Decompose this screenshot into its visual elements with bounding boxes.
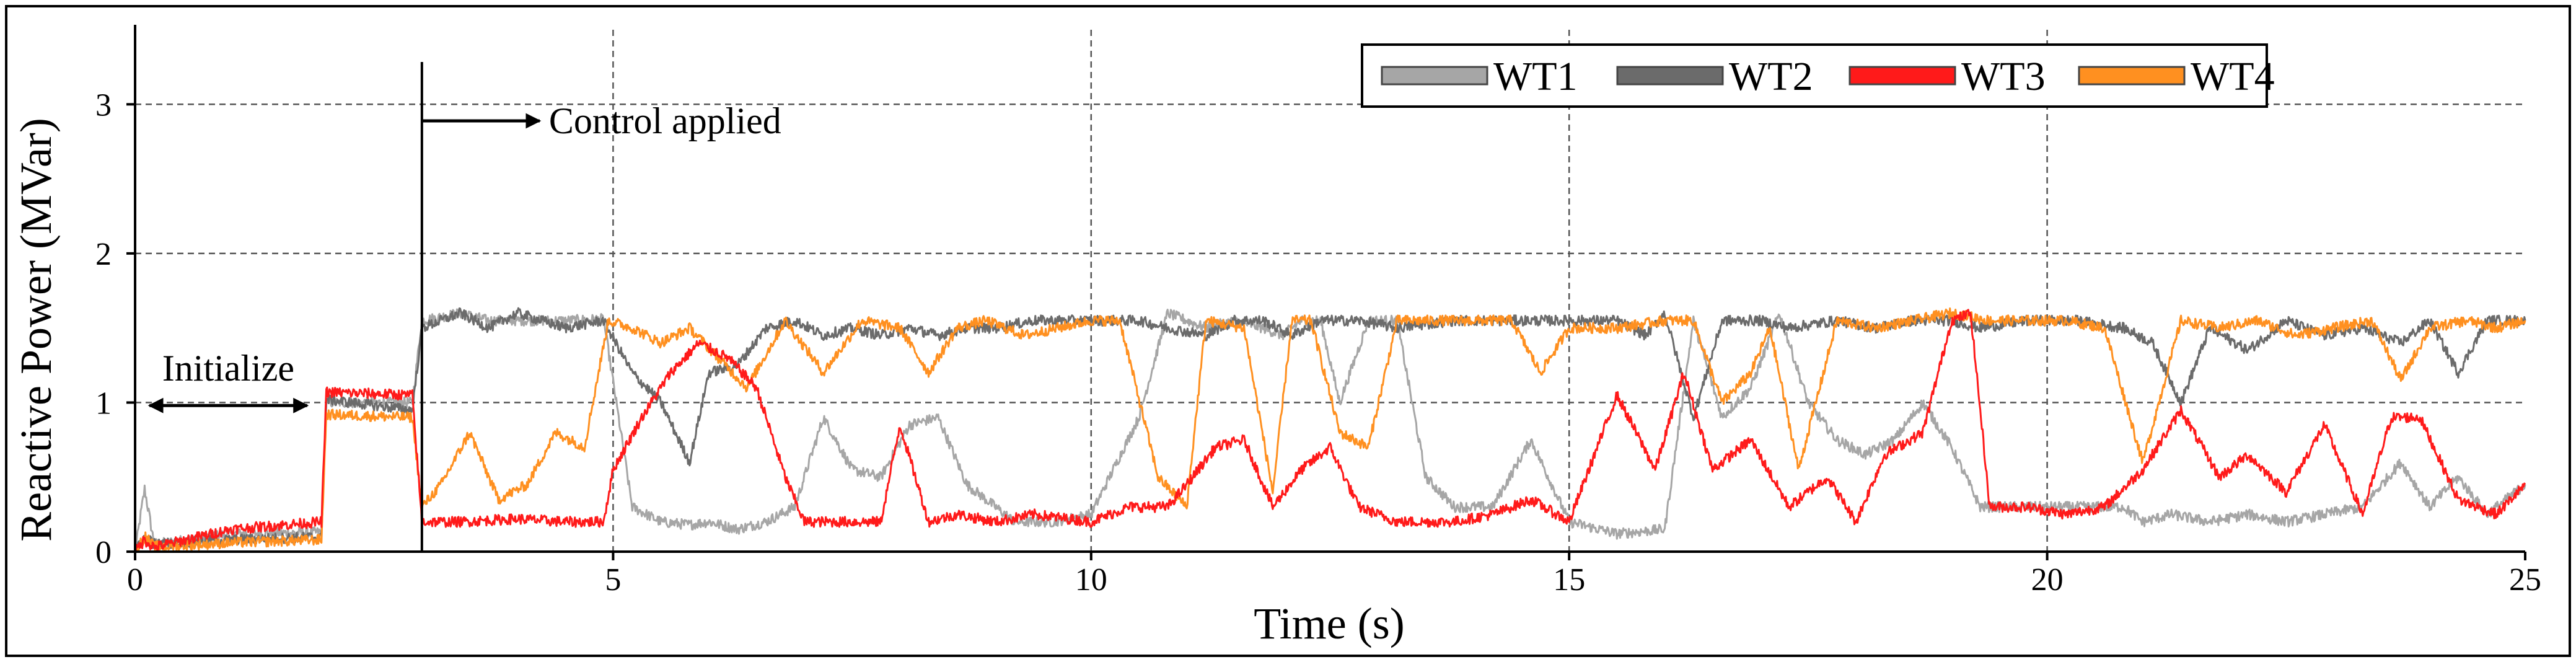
axes bbox=[126, 25, 2526, 560]
legend: WT1 WT2 WT3 WT4 bbox=[1361, 43, 2275, 108]
series-line-wt3 bbox=[134, 309, 2526, 552]
legend-swatch-wt1 bbox=[1381, 66, 1488, 86]
x-tick-label-10: 10 bbox=[1075, 562, 1107, 598]
legend-label-wt4: WT4 bbox=[2191, 54, 2275, 99]
legend-swatch-wt4 bbox=[2078, 66, 2186, 86]
y-axis-title: Reactive Power (MVar) bbox=[11, 118, 61, 542]
annotations: Initialize Control applied bbox=[147, 62, 781, 552]
control-applied-label: Control applied bbox=[549, 100, 781, 141]
y-tick-label-1: 1 bbox=[95, 386, 112, 421]
series-lines bbox=[134, 307, 2526, 553]
legend-label-wt1: WT1 bbox=[1493, 54, 1578, 99]
x-tick-label-20: 20 bbox=[2031, 562, 2064, 598]
y-tick-label-0: 0 bbox=[95, 535, 112, 570]
x-tick-label-0: 0 bbox=[127, 562, 143, 598]
series-line-wt2 bbox=[134, 307, 2526, 553]
initialize-label: Initialize bbox=[162, 348, 294, 389]
legend-label-wt2: WT2 bbox=[1729, 54, 1813, 99]
series-line-wt4 bbox=[134, 307, 2526, 553]
legend-swatch-wt3 bbox=[1848, 66, 1956, 86]
y-tick-label-2: 2 bbox=[95, 237, 112, 272]
x-axis-title: Time (s) bbox=[1254, 599, 1404, 648]
tick-labels: 0 5 10 15 20 25 0 1 2 3 bbox=[95, 87, 2541, 598]
legend-swatch-wt2 bbox=[1616, 66, 1724, 86]
x-tick-label-25: 25 bbox=[2509, 562, 2541, 598]
x-tick-label-5: 5 bbox=[605, 562, 621, 598]
y-tick-label-3: 3 bbox=[95, 87, 112, 123]
x-tick-label-15: 15 bbox=[1553, 562, 1585, 598]
legend-label-wt3: WT3 bbox=[1961, 54, 2046, 99]
